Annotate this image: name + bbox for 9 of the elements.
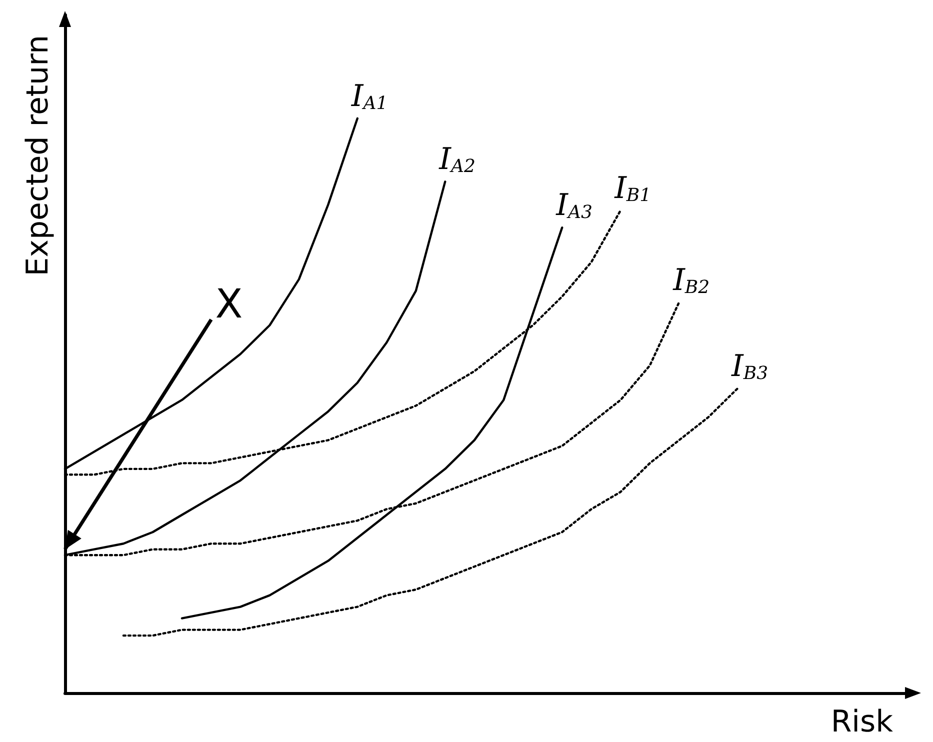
series-label: IA2: [438, 142, 476, 178]
annotation: X: [215, 282, 243, 328]
x-axis-title: Risk: [830, 704, 894, 740]
series-label: IB1: [614, 170, 652, 206]
series-label: IB2: [672, 262, 710, 298]
series-label: IA3: [555, 188, 592, 224]
series-label: IA1: [350, 78, 388, 114]
series-label: IB3: [730, 348, 768, 384]
y-axis-title: Expected return: [20, 35, 56, 276]
